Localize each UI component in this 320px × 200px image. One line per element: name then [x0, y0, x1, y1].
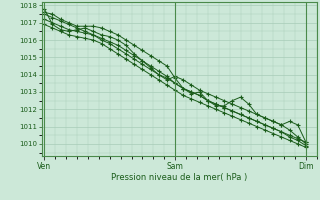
X-axis label: Pression niveau de la mer( hPa ): Pression niveau de la mer( hPa ) — [111, 173, 247, 182]
